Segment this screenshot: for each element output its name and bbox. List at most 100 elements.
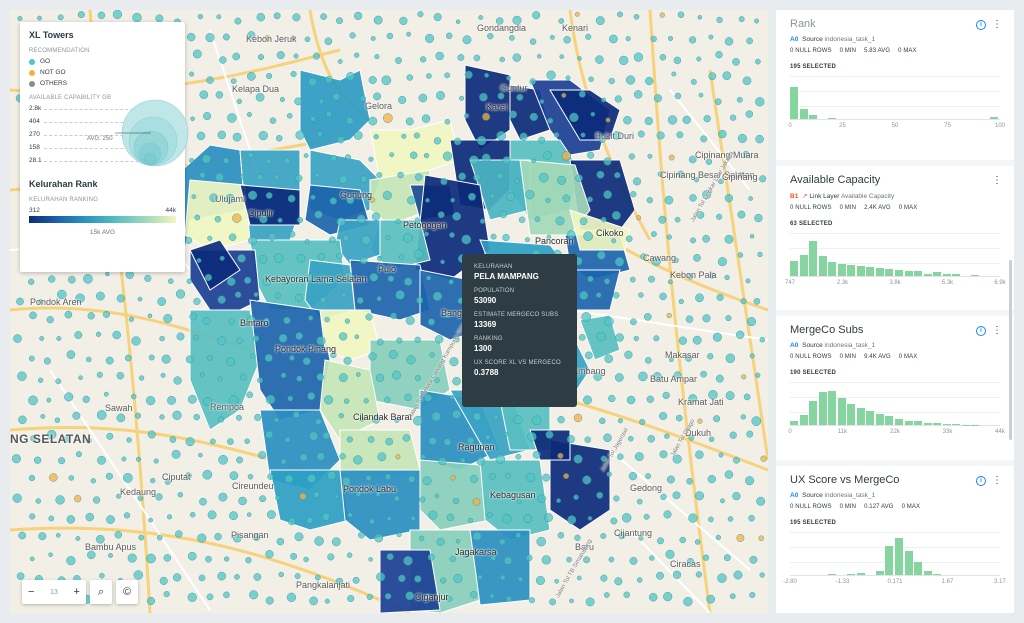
- histogram-bar[interactable]: [875, 414, 884, 425]
- histogram-bar[interactable]: [809, 114, 818, 119]
- histogram-bar[interactable]: [837, 263, 846, 276]
- histogram-widget[interactable]: Available Capacity ⋮ B1 ↗ Link Layer Avail…: [776, 166, 1014, 310]
- tower-dot: [230, 78, 237, 84]
- histogram-bar[interactable]: [837, 397, 846, 425]
- histogram-bar[interactable]: [895, 537, 904, 575]
- histogram-bar[interactable]: [799, 415, 808, 425]
- region-kelurahan[interactable]: [269, 469, 351, 531]
- histogram-bar[interactable]: [856, 266, 865, 276]
- histogram-bar[interactable]: [933, 573, 942, 575]
- histogram-bar[interactable]: [790, 87, 799, 119]
- histogram-bar[interactable]: [828, 261, 837, 276]
- histogram-bar[interactable]: [885, 546, 894, 575]
- info-icon[interactable]: i: [976, 476, 986, 486]
- histogram-bar[interactable]: [933, 423, 942, 425]
- region-kelurahan[interactable]: [549, 89, 621, 141]
- histogram-chart[interactable]: [790, 532, 1000, 576]
- histogram-bar[interactable]: [914, 421, 923, 425]
- more-options-icon[interactable]: ⋮: [992, 475, 1002, 486]
- histogram-bar[interactable]: [990, 117, 999, 119]
- info-icon[interactable]: i: [976, 326, 986, 336]
- histogram-bar[interactable]: [942, 423, 951, 425]
- histogram-bar[interactable]: [799, 109, 808, 119]
- histogram-bar[interactable]: [923, 570, 932, 575]
- histogram-widget[interactable]: UX Score vs MergeCo i ⋮ A0 Source indonesia…: [776, 466, 1014, 613]
- histogram-bar[interactable]: [847, 403, 856, 425]
- histogram-bar[interactable]: [952, 273, 961, 276]
- histogram-bar[interactable]: [828, 390, 837, 425]
- histogram-bar[interactable]: [790, 420, 799, 425]
- more-options-icon[interactable]: ⋮: [992, 325, 1002, 336]
- region-kelurahan[interactable]: [369, 119, 461, 181]
- histogram-bar[interactable]: [828, 574, 837, 575]
- histogram-bar[interactable]: [828, 118, 837, 119]
- region-kelurahan[interactable]: [189, 309, 261, 431]
- histogram-bar[interactable]: [942, 274, 951, 276]
- region-kelurahan[interactable]: [419, 459, 491, 531]
- histogram-bar[interactable]: [952, 424, 961, 425]
- panel-scrollbar[interactable]: [1009, 260, 1012, 440]
- tower-dot: [202, 316, 211, 325]
- region-kelurahan[interactable]: [369, 169, 431, 226]
- histogram-bar[interactable]: [856, 408, 865, 425]
- tower-dot: [595, 16, 605, 26]
- tower-dot: [740, 414, 746, 420]
- histogram-bar[interactable]: [875, 268, 884, 276]
- credits-button[interactable]: ©: [116, 580, 138, 604]
- tower-dot: [426, 73, 432, 79]
- histogram-bar[interactable]: [895, 270, 904, 276]
- histogram-bar[interactable]: [809, 240, 818, 276]
- region-kelurahan[interactable]: [349, 259, 431, 321]
- zoom-in-button[interactable]: +: [73, 586, 80, 598]
- more-options-icon[interactable]: ⋮: [992, 175, 1002, 186]
- histogram-bar[interactable]: [933, 272, 942, 276]
- region-kelurahan[interactable]: [239, 184, 301, 226]
- histogram-bar[interactable]: [885, 416, 894, 425]
- region-kelurahan[interactable]: [379, 549, 441, 613]
- region-kelurahan[interactable]: [184, 179, 251, 251]
- zoom-out-button[interactable]: −: [28, 586, 35, 598]
- histogram-bar[interactable]: [818, 392, 827, 425]
- region-kelurahan[interactable]: [189, 239, 241, 291]
- search-button[interactable]: ⌕: [90, 580, 112, 604]
- region-kelurahan[interactable]: [549, 439, 611, 531]
- histogram-chart[interactable]: [790, 76, 1000, 120]
- more-options-icon[interactable]: ⋮: [992, 19, 1002, 30]
- histogram-widget[interactable]: Rank i ⋮ A0 Source indonesia_task_1 0 NULL R…: [776, 10, 1014, 160]
- tower-dot: [569, 598, 574, 604]
- region-kelurahan[interactable]: [569, 269, 621, 311]
- map-canvas[interactable]: Kebon Jeruk Kelapa Dua Gelora Gondangdia Ken…: [10, 10, 768, 613]
- tower-dot: [690, 237, 696, 244]
- histogram-bar[interactable]: [866, 410, 875, 425]
- histogram-bar[interactable]: [923, 422, 932, 425]
- tower-dot: [685, 315, 694, 323]
- histogram-bar[interactable]: [818, 256, 827, 276]
- histogram-chart[interactable]: [790, 233, 1000, 277]
- widgets-panel[interactable]: Rank i ⋮ A0 Source indonesia_task_1 0 NULL R…: [776, 10, 1014, 613]
- histogram-bar[interactable]: [866, 267, 875, 276]
- map-layer[interactable]: [10, 10, 768, 613]
- histogram-bar[interactable]: [847, 265, 856, 276]
- histogram-chart[interactable]: [790, 382, 1000, 426]
- histogram-bar[interactable]: [971, 275, 980, 276]
- tower-dot: [77, 11, 85, 19]
- histogram-widget[interactable]: MergeCo Subs i ⋮ A0 Source indonesia_task_1…: [776, 316, 1014, 460]
- histogram-bar[interactable]: [914, 561, 923, 575]
- histogram-bar[interactable]: [904, 550, 913, 575]
- histogram-bar[interactable]: [799, 254, 808, 276]
- histogram-bar[interactable]: [885, 269, 894, 276]
- histogram-bar[interactable]: [904, 420, 913, 425]
- histogram-bar[interactable]: [790, 260, 799, 276]
- info-icon[interactable]: i: [976, 20, 986, 30]
- region-kelurahan[interactable]: [529, 429, 571, 461]
- histogram-bar[interactable]: [923, 273, 932, 276]
- histogram-bar[interactable]: [847, 573, 856, 575]
- region-kelurahan[interactable]: [339, 469, 421, 541]
- histogram-bar[interactable]: [809, 400, 818, 425]
- histogram-bar[interactable]: [895, 418, 904, 425]
- histogram-bar[interactable]: [875, 570, 884, 575]
- histogram-bar[interactable]: [856, 572, 865, 575]
- histogram-bar[interactable]: [914, 270, 923, 276]
- tower-dot: [229, 471, 239, 481]
- histogram-bar[interactable]: [904, 270, 913, 276]
